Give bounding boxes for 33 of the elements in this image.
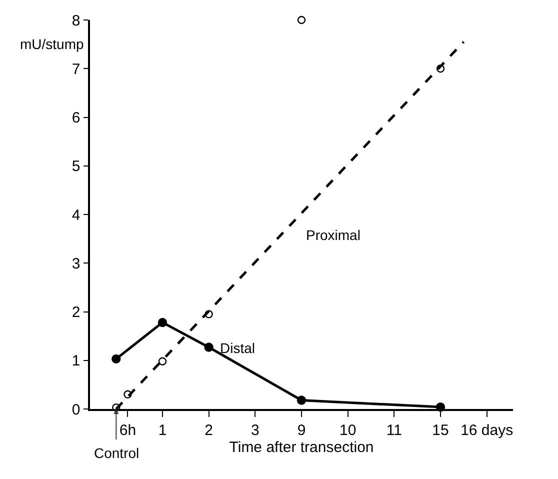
x-tick-label: 1	[158, 422, 167, 439]
point	[436, 64, 445, 73]
series-label: Distal	[220, 340, 256, 356]
x-tick-label: 2	[204, 422, 213, 439]
series-label: Proximal	[306, 227, 360, 243]
point	[158, 357, 167, 366]
point	[204, 310, 213, 318]
y-tick-label: 2	[72, 304, 80, 321]
y-tick-label: 8	[72, 12, 80, 30]
point	[112, 403, 120, 412]
y-tick-label: 1	[72, 352, 80, 370]
point	[297, 16, 306, 24]
y-tick-label: 3	[72, 255, 80, 272]
x-tick-label: 6h	[119, 422, 136, 439]
point	[112, 354, 121, 364]
x-tick-label: 9	[297, 422, 306, 439]
y-tick-label: 0	[72, 401, 80, 418]
annotation: Control	[94, 445, 140, 461]
x-tick-label: 10	[339, 422, 356, 439]
point	[296, 396, 306, 405]
y-axis-title: mU/stump	[20, 36, 84, 52]
x-axis-title: Time after transection	[229, 438, 374, 456]
y-tick-label: 4	[72, 206, 80, 224]
x-tick-label: 11	[386, 422, 402, 439]
x-tick-label: 16 days	[460, 422, 514, 439]
y-tick-label: 7	[72, 60, 80, 78]
x-tick-label: 15	[432, 422, 449, 439]
point	[158, 318, 168, 328]
point	[204, 342, 214, 352]
point	[124, 390, 132, 399]
y-tick-label: 5	[72, 158, 80, 176]
x-tick-label: 3	[250, 422, 260, 439]
y-tick-label: 6	[72, 110, 80, 126]
